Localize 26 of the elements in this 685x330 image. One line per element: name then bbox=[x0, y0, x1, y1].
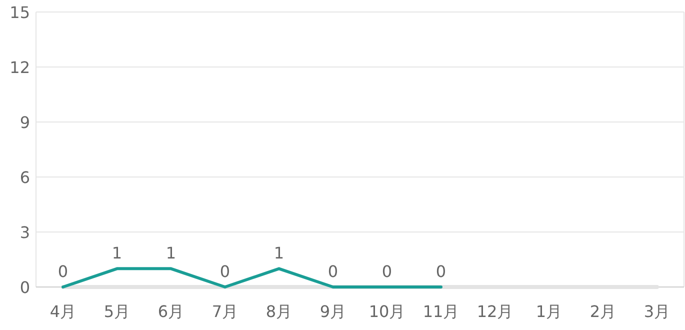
y-tick-label: 15 bbox=[10, 3, 30, 22]
data-label: 0 bbox=[220, 262, 230, 281]
x-tick-label: 6月 bbox=[158, 302, 184, 321]
x-tick-label: 7月 bbox=[212, 302, 238, 321]
y-tick-label: 12 bbox=[10, 58, 30, 77]
data-label: 0 bbox=[382, 262, 392, 281]
x-tick-label: 1月 bbox=[536, 302, 562, 321]
x-tick-label: 9月 bbox=[320, 302, 346, 321]
y-tick-label: 3 bbox=[20, 223, 30, 242]
x-tick-label: 5月 bbox=[104, 302, 130, 321]
data-label: 0 bbox=[436, 262, 446, 281]
data-label: 0 bbox=[58, 262, 68, 281]
x-tick-label: 10月 bbox=[368, 302, 406, 321]
x-tick-label: 11月 bbox=[422, 302, 460, 321]
x-tick-label: 8月 bbox=[266, 302, 292, 321]
x-tick-label: 4月 bbox=[50, 302, 76, 321]
y-tick-label: 6 bbox=[20, 168, 30, 187]
y-tick-label: 0 bbox=[20, 278, 30, 297]
x-tick-label: 12月 bbox=[476, 302, 514, 321]
data-label: 1 bbox=[166, 244, 176, 263]
y-tick-label: 9 bbox=[20, 113, 30, 132]
data-label: 1 bbox=[274, 244, 284, 263]
x-tick-label: 2月 bbox=[590, 302, 616, 321]
x-tick-label: 3月 bbox=[644, 302, 670, 321]
data-label: 0 bbox=[328, 262, 338, 281]
data-label: 1 bbox=[112, 244, 122, 263]
